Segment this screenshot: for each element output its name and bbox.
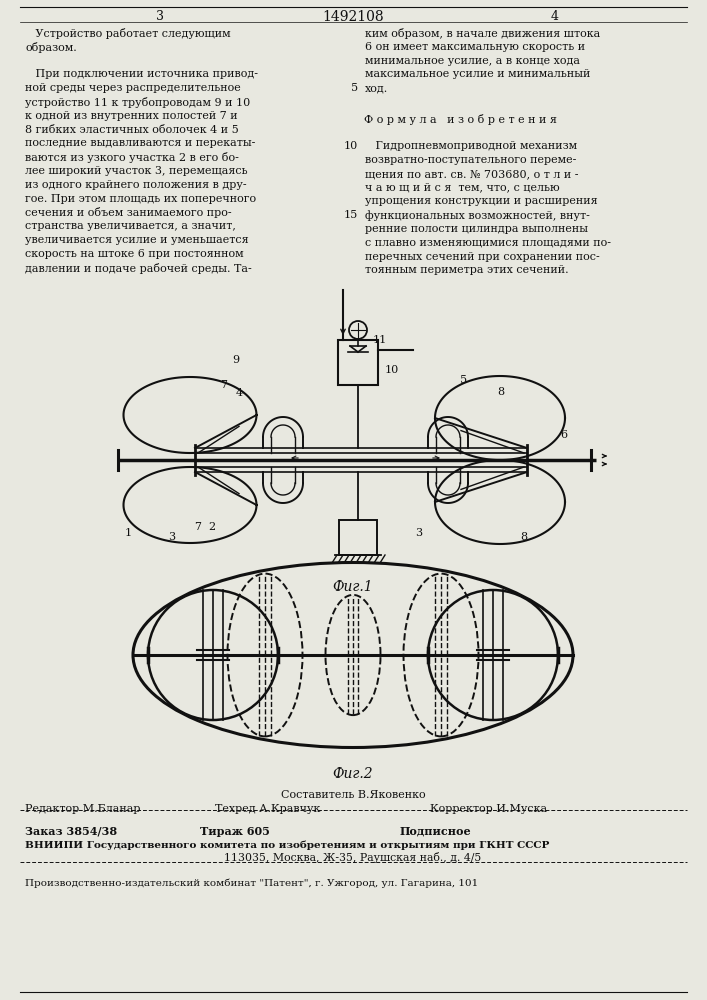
Text: 113035, Москва, Ж-35, Раушская наб., д. 4/5: 113035, Москва, Ж-35, Раушская наб., д. … xyxy=(224,852,481,863)
Text: ВНИИПИ Государственного комитета по изобретениям и открытиям при ГКНТ СССР: ВНИИПИ Государственного комитета по изоб… xyxy=(25,840,549,850)
Text: 8: 8 xyxy=(497,387,504,397)
Text: с плавно изменяющимися площадями по-: с плавно изменяющимися площадями по- xyxy=(365,238,611,248)
Text: возвратно-поступательного переме-: возвратно-поступательного переме- xyxy=(365,155,576,165)
Text: максимальное усилие и минимальный: максимальное усилие и минимальный xyxy=(365,69,590,79)
Text: ким образом, в начале движения штока: ким образом, в начале движения штока xyxy=(365,28,600,39)
Text: 3: 3 xyxy=(168,532,175,542)
Text: Фиг.1: Фиг.1 xyxy=(333,580,373,594)
Text: странства увеличивается, а значит,: странства увеличивается, а значит, xyxy=(25,221,236,231)
Text: к одной из внутренних полостей 7 и: к одной из внутренних полостей 7 и xyxy=(25,111,238,121)
Text: функциональных возможностей, внут-: функциональных возможностей, внут- xyxy=(365,210,590,221)
Text: 6 он имеет максимальную скорость и: 6 он имеет максимальную скорость и xyxy=(365,42,585,52)
Text: скорость на штоке 6 при постоянном: скорость на штоке 6 при постоянном xyxy=(25,249,244,259)
Bar xyxy=(339,520,377,555)
Text: Подписное: Подписное xyxy=(400,826,472,837)
Text: увеличивается усилие и уменьшается: увеличивается усилие и уменьшается xyxy=(25,235,249,245)
Text: давлении и подаче рабочей среды. Та-: давлении и подаче рабочей среды. Та- xyxy=(25,263,252,274)
Text: Фиг.2: Фиг.2 xyxy=(333,767,373,781)
Text: Ф о р м у л а   и з о б р е т е н и я: Ф о р м у л а и з о б р е т е н и я xyxy=(363,114,556,125)
Text: 8: 8 xyxy=(520,532,527,542)
Text: 3: 3 xyxy=(156,10,164,23)
Text: ч а ю щ и й с я  тем, что, с целью: ч а ю щ и й с я тем, что, с целью xyxy=(365,183,560,193)
Text: Корректор И.Муска: Корректор И.Муска xyxy=(430,804,547,814)
Text: При подключении источника привод-: При подключении источника привод- xyxy=(25,69,258,79)
Text: 1: 1 xyxy=(125,528,132,538)
Text: упрощения конструкции и расширения: упрощения конструкции и расширения xyxy=(365,196,597,206)
Text: гое. При этом площадь их поперечного: гое. При этом площадь их поперечного xyxy=(25,194,256,204)
Text: Устройство работает следующим: Устройство работает следующим xyxy=(25,28,230,39)
Text: 15: 15 xyxy=(344,210,358,220)
Text: перечных сечений при сохранении пос-: перечных сечений при сохранении пос- xyxy=(365,252,600,262)
Text: Тираж 605: Тираж 605 xyxy=(200,826,270,837)
Text: 2: 2 xyxy=(208,522,215,532)
Text: 4: 4 xyxy=(236,388,243,398)
Text: сечения и объем занимаемого про-: сечения и объем занимаемого про- xyxy=(25,207,232,218)
Text: щения по авт. св. № 703680, о т л и -: щения по авт. св. № 703680, о т л и - xyxy=(365,169,578,179)
Text: Редактор М.Бланар: Редактор М.Бланар xyxy=(25,804,141,814)
Bar xyxy=(338,340,378,385)
Text: тоянным периметра этих сечений.: тоянным периметра этих сечений. xyxy=(365,265,568,275)
Text: последние выдавливаются и перекаты-: последние выдавливаются и перекаты- xyxy=(25,138,255,148)
Text: Заказ 3854/38: Заказ 3854/38 xyxy=(25,826,117,837)
Text: 7: 7 xyxy=(220,380,227,390)
Text: Техред А.Кравчук: Техред А.Кравчук xyxy=(215,804,320,814)
Text: ренние полости цилиндра выполнены: ренние полости цилиндра выполнены xyxy=(365,224,588,234)
Text: ход.: ход. xyxy=(365,83,388,93)
Text: 8 гибких эластичных оболочек 4 и 5: 8 гибких эластичных оболочек 4 и 5 xyxy=(25,125,239,135)
Text: из одного крайнего положения в дру-: из одного крайнего положения в дру- xyxy=(25,180,247,190)
Text: 5: 5 xyxy=(351,83,358,93)
Text: Гидропневмоприводной механизм: Гидропневмоприводной механизм xyxy=(365,141,577,151)
Text: 6: 6 xyxy=(560,430,567,440)
Text: 10: 10 xyxy=(385,365,399,375)
Text: ной среды через распределительное: ной среды через распределительное xyxy=(25,83,241,93)
Text: 7: 7 xyxy=(194,522,201,532)
Text: 3: 3 xyxy=(415,528,422,538)
Text: 9: 9 xyxy=(233,355,240,365)
Text: Производственно-издательский комбинат "Патент", г. Ужгород, ул. Гагарина, 101: Производственно-издательский комбинат "П… xyxy=(25,878,478,888)
Text: 11: 11 xyxy=(373,335,387,345)
Text: ваются из узкого участка 2 в его бо-: ваются из узкого участка 2 в его бо- xyxy=(25,152,239,163)
Text: 5: 5 xyxy=(460,375,467,385)
Text: 4: 4 xyxy=(551,10,559,23)
Text: образом.: образом. xyxy=(25,42,77,53)
Text: лее широкий участок 3, перемещаясь: лее широкий участок 3, перемещаясь xyxy=(25,166,247,176)
Text: Составитель В.Яковенко: Составитель В.Яковенко xyxy=(281,790,426,800)
Text: устройство 11 к трубопроводам 9 и 10: устройство 11 к трубопроводам 9 и 10 xyxy=(25,97,250,108)
Text: 1492108: 1492108 xyxy=(322,10,384,24)
Text: минимальное усилие, а в конце хода: минимальное усилие, а в конце хода xyxy=(365,56,580,66)
Text: 10: 10 xyxy=(344,141,358,151)
